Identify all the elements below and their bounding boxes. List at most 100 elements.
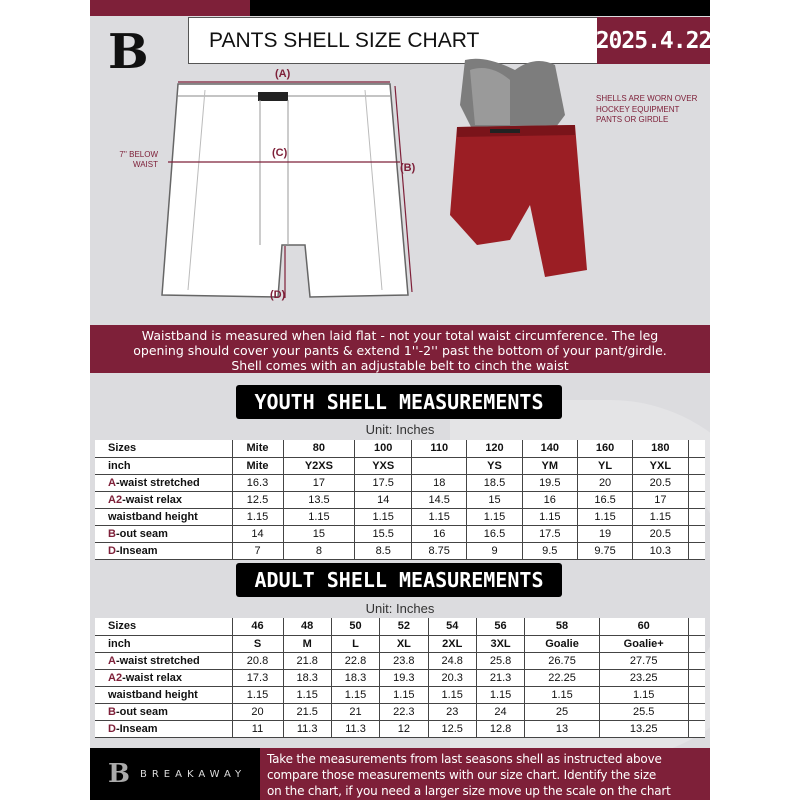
label-b: (B) bbox=[400, 162, 416, 174]
table-cell: 24 bbox=[475, 703, 525, 721]
table-cell: 1.15 bbox=[282, 508, 355, 526]
table-row: Sizes Mite 80 100 110 120 140 160 180 bbox=[95, 440, 705, 458]
table-cell: 26.75 bbox=[524, 652, 600, 670]
row-label-text: inch bbox=[108, 459, 131, 472]
table-cell: YXL bbox=[632, 457, 688, 475]
brand-logo: B bbox=[108, 24, 149, 80]
table-pad-cell bbox=[687, 474, 705, 492]
table-cell: XL bbox=[379, 635, 429, 653]
row-label-text: waistband height bbox=[108, 688, 198, 701]
table-cell: 21.5 bbox=[282, 703, 332, 721]
row-label-text: -waist relax bbox=[122, 493, 182, 506]
table-row: inch S M L XL 2XL 3XL Goalie Goalie+ bbox=[95, 635, 705, 653]
table-pad-cell bbox=[687, 703, 705, 721]
table-row: waistband height 1.15 1.15 1.15 1.15 1.15 1.15… bbox=[95, 686, 705, 704]
row-label-text: Sizes bbox=[108, 620, 137, 633]
table-cell: 12.5 bbox=[427, 720, 477, 738]
table-row: A-waist stretched 20.8 21.8 22.8 23.8 24.8 25.… bbox=[95, 652, 705, 670]
table-cell: 180 bbox=[632, 440, 688, 458]
table-cell: 1.15 bbox=[632, 508, 688, 526]
footer-instructions: Take the measurements from last seasons … bbox=[260, 748, 710, 800]
table-cell: 12.5 bbox=[231, 491, 283, 509]
table-cell: 9 bbox=[466, 542, 523, 560]
table-cell: M bbox=[282, 635, 332, 653]
table-cell: 120 bbox=[466, 440, 523, 458]
table-cell: 20 bbox=[231, 703, 283, 721]
measurement-letter: A2 bbox=[108, 671, 123, 684]
pants-shell-photo bbox=[450, 58, 587, 277]
table-cell: 25.5 bbox=[598, 703, 688, 721]
row-label: waistband height bbox=[95, 686, 232, 704]
table-cell: 20.3 bbox=[427, 669, 477, 687]
table-row: B-out seam 14 15 15.5 16 16.5 17.5 19 20.5 bbox=[95, 525, 705, 543]
row-label-text: -waist relax bbox=[122, 671, 182, 684]
footer-line: Take the measurements from last seasons … bbox=[267, 752, 662, 766]
table-cell: 23.25 bbox=[598, 669, 688, 687]
table-pad-cell bbox=[687, 542, 705, 560]
youth-unit-label: Unit: Inches bbox=[365, 422, 435, 437]
row-label: inch bbox=[95, 457, 232, 475]
table-cell: 20.5 bbox=[632, 525, 688, 543]
row-label-text: -out seam bbox=[115, 705, 168, 718]
date-badge: 2025.4.22 bbox=[596, 17, 710, 64]
table-cell: 8.5 bbox=[354, 542, 412, 560]
table-cell: 1.15 bbox=[330, 686, 380, 704]
table-cell: 11.3 bbox=[330, 720, 380, 738]
table-cell: 16.5 bbox=[466, 525, 523, 543]
table-row: Sizes 46 48 50 52 54 56 58 60 bbox=[95, 618, 705, 636]
table-cell: YL bbox=[576, 457, 633, 475]
table-cell: 17.5 bbox=[521, 525, 578, 543]
below-waist-note: 7'' BELOW WAIST bbox=[119, 150, 158, 169]
table-cell: 1.15 bbox=[576, 508, 633, 526]
row-label: A-waist stretched bbox=[95, 652, 232, 670]
table-cell: 20.5 bbox=[632, 474, 688, 492]
table-cell: 23 bbox=[427, 703, 477, 721]
table-row: A2-waist relax 17.3 18.3 18.3 19.3 20.3 21.3 22… bbox=[95, 669, 705, 687]
table-cell: 13 bbox=[524, 720, 600, 738]
page-title: PANTS SHELL SIZE CHART bbox=[188, 17, 598, 64]
row-label-text: inch bbox=[108, 637, 131, 650]
row-label: waistband height bbox=[95, 508, 232, 526]
table-row: A-waist stretched 16.3 17 17.5 18 18.5 19.5 20 2… bbox=[95, 474, 705, 492]
table-pad-cell bbox=[687, 457, 705, 475]
label-c: (C) bbox=[272, 147, 288, 159]
footer-logo: B bbox=[108, 759, 130, 789]
table-cell: 140 bbox=[521, 440, 578, 458]
row-label: A2-waist relax bbox=[95, 491, 232, 509]
table-cell: 9.5 bbox=[521, 542, 578, 560]
table-cell: 17 bbox=[282, 474, 355, 492]
table-cell: 17 bbox=[632, 491, 688, 509]
table-row: D-Inseam 7 8 8.5 8.75 9 9.5 9.75 10.3 bbox=[95, 542, 705, 560]
row-label-text: -Inseam bbox=[115, 722, 158, 735]
table-cell: 19.3 bbox=[379, 669, 429, 687]
row-label-text: -waist stretched bbox=[115, 476, 200, 489]
table-cell: 22.8 bbox=[330, 652, 380, 670]
table-pad-cell bbox=[687, 618, 705, 636]
table-pad-cell bbox=[687, 669, 705, 687]
row-label-text: waistband height bbox=[108, 510, 198, 523]
table-cell: 12 bbox=[379, 720, 429, 738]
table-cell: 60 bbox=[598, 618, 688, 636]
table-cell: 21 bbox=[330, 703, 380, 721]
table-cell: 52 bbox=[379, 618, 429, 636]
table-pad-cell bbox=[687, 491, 705, 509]
table-cell: 100 bbox=[354, 440, 412, 458]
table-cell: S bbox=[231, 635, 283, 653]
table-cell: 1.15 bbox=[521, 508, 578, 526]
table-cell: 16.5 bbox=[576, 491, 633, 509]
banner-line: Waistband is measured when laid flat - n… bbox=[141, 328, 659, 343]
row-label: B-out seam bbox=[95, 703, 232, 721]
table-cell: YM bbox=[521, 457, 578, 475]
table-pad-cell bbox=[687, 720, 705, 738]
measurement-letter: D bbox=[108, 722, 116, 735]
row-label: B-out seam bbox=[95, 525, 232, 543]
label-a: (A) bbox=[275, 68, 291, 80]
table-pad-cell bbox=[687, 440, 705, 458]
measurement-letter: A bbox=[108, 476, 116, 489]
measurement-letter: A2 bbox=[108, 493, 123, 506]
table-cell: 110 bbox=[411, 440, 467, 458]
table-pad-cell bbox=[687, 508, 705, 526]
table-pad-cell bbox=[687, 686, 705, 704]
table-cell: 1.15 bbox=[427, 686, 477, 704]
table-cell: 11 bbox=[231, 720, 283, 738]
